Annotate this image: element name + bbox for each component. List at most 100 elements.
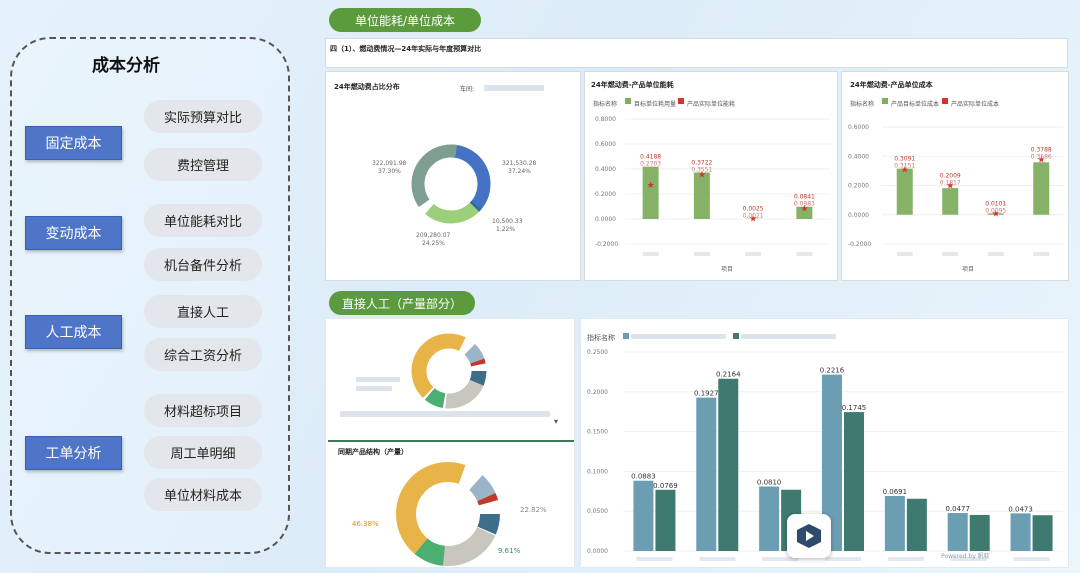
x-tick-blur — [699, 557, 736, 561]
item-weekly-orders[interactable]: 周工单明细 — [144, 436, 262, 469]
labor-bar-label: 0.0769 — [653, 482, 678, 490]
x-tick-blur — [825, 557, 861, 561]
bar-value-label: 0.2009 — [940, 172, 961, 179]
donut-label-3-value: 209,280.07 — [416, 232, 451, 239]
category-variable-cost[interactable]: 变动成本 — [25, 216, 122, 250]
bar-value-label: 0.4188 — [640, 154, 661, 161]
labor-bar-label: 0.0477 — [945, 505, 970, 513]
x-tick-blur — [987, 252, 1004, 256]
labor-bar-label: 0.2164 — [716, 371, 741, 379]
labor-bar-a — [696, 397, 717, 551]
cost-card: 24年燃动费-产品单位成本 指标名称 产品目标单位成本 产品实际单位成本 0.6… — [841, 71, 1069, 281]
pct-label-1: 46.38% — [352, 520, 379, 528]
item-direct-labor[interactable]: 直接人工 — [144, 295, 262, 328]
y-tick-label: 0.0000 — [587, 548, 608, 555]
item-wage-analysis[interactable]: 综合工资分析 — [144, 338, 262, 371]
bar-value-label: 0.0021 — [743, 213, 764, 220]
item-budget-compare[interactable]: 实际预算对比 — [144, 100, 262, 133]
actual-marker: ★ — [901, 166, 909, 176]
y-tick-label: 0.6000 — [595, 141, 616, 148]
labor-bar-label: 0.0883 — [631, 473, 656, 481]
y-tick-label: 0.0500 — [587, 508, 608, 515]
assistant-button[interactable] — [787, 514, 831, 558]
cost-legend-name: 指标名称 — [850, 101, 875, 108]
y-tick-label: 0.6000 — [848, 124, 869, 131]
bar-value-label: 0.3151 — [894, 163, 915, 170]
y-tick-label: 0.2500 — [587, 349, 608, 356]
donut-label-1-pct: 37.24% — [508, 168, 531, 175]
target-bar — [642, 166, 659, 219]
x-tick-blur — [1013, 557, 1050, 561]
y-tick-label: 0.2000 — [595, 191, 616, 198]
item-expense-control[interactable]: 费控管理 — [144, 148, 262, 181]
labor-bar-label: 0.0691 — [883, 488, 908, 496]
x-tick-blur — [796, 252, 813, 256]
donut-label-3-pct: 24.25% — [422, 240, 445, 247]
labor-bar-a — [822, 374, 842, 551]
x-tick-blur — [642, 252, 659, 256]
item-spare-parts[interactable]: 机台备件分析 — [144, 248, 262, 281]
cost-legend-0: 产品目标单位成本 — [891, 101, 940, 108]
actual-marker: ★ — [749, 215, 757, 225]
x-tick-blur — [942, 252, 959, 256]
bar-value-label: 0.3788 — [1031, 146, 1052, 153]
section-energy[interactable]: 单位能耗/单位成本 — [329, 8, 481, 32]
category-fixed-cost[interactable]: 固定成本 — [25, 126, 122, 160]
category-labor-cost[interactable]: 人工成本 — [25, 315, 122, 349]
category-work-order[interactable]: 工单分析 — [25, 436, 122, 470]
donut2-gray — [396, 462, 500, 566]
y-tick-label: 0.1500 — [587, 429, 608, 436]
blurred-legend-1 — [340, 411, 550, 417]
y-tick-label: 0.4000 — [595, 166, 616, 173]
labor-bar-label: 0.2216 — [820, 367, 845, 375]
labor-legend-b-blur — [741, 334, 836, 339]
consumption-legend-name: 指标名称 — [593, 101, 618, 108]
section-labor[interactable]: 直接人工（产量部分） — [329, 291, 475, 315]
target-bar — [796, 206, 813, 219]
donut2-yellow — [396, 462, 500, 566]
bar-value-label: 0.0983 — [794, 201, 815, 208]
labor-swatch-a — [623, 333, 629, 339]
donut-label-2-pct: 1.22% — [496, 226, 515, 233]
labor-legend-name: 指标名称 — [587, 334, 615, 342]
labor-chart: 0.2500 0.2000 0.1500 0.1000 0.0500 0.0000 0.08… — [587, 349, 1063, 561]
donut-label-0-value: 322,091.98 — [372, 160, 407, 167]
cost-chart: 0.60000.40000.20000.0000-0.2000★0.30910.… — [848, 124, 1064, 256]
x-tick-blur — [693, 252, 710, 256]
donut2-teal — [396, 462, 500, 566]
dropdown-arrow-icon[interactable]: ▾ — [554, 417, 559, 426]
y-tick-label: 0.4000 — [848, 153, 869, 160]
filter-select[interactable] — [484, 85, 544, 91]
item-material-overuse[interactable]: 材料超标项目 — [144, 394, 262, 427]
cost-x-label: 项目 — [962, 266, 975, 273]
labor-bar-label: 0.0473 — [1008, 505, 1033, 513]
labor-legend-a-blur — [631, 334, 726, 339]
y-tick-label: 0.2000 — [587, 389, 608, 396]
bar-value-label: 0.0095 — [985, 207, 1006, 214]
energy-donut: 322,091.98 37.30% 321,530.28 37.24% 10,5… — [372, 144, 537, 247]
sidebar-title: 成本分析 — [92, 56, 160, 76]
actual-marker: ★ — [647, 181, 655, 191]
blurred-label-a — [356, 377, 400, 382]
labor-bar-a — [884, 495, 905, 551]
bar-value-label: 0.0101 — [985, 200, 1006, 207]
labor-donuts: 22.82% 46.38% 9.61% — [328, 333, 574, 566]
actual-marker: ★ — [1037, 155, 1045, 165]
y-tick-label: 0.2000 — [848, 183, 869, 190]
x-tick-blur — [636, 557, 673, 561]
donut1-yellow — [411, 333, 487, 409]
labor-bar-b — [969, 514, 990, 551]
bar-value-label: 0.0841 — [794, 194, 815, 201]
item-unit-material[interactable]: 单位材料成本 — [144, 478, 262, 511]
labor-swatch-b — [733, 333, 739, 339]
bar-value-label: 0.3722 — [691, 159, 712, 166]
bar-value-label: 0.3551 — [691, 166, 712, 173]
cost-title: 24年燃动费-产品单位成本 — [850, 81, 933, 89]
bar-value-label: 0.3586 — [1031, 153, 1052, 160]
pct-label-0: 22.82% — [520, 506, 547, 514]
consumption-title: 24年燃动费-产品单位能耗 — [591, 81, 674, 89]
target-bar — [896, 168, 913, 215]
consumption-chart: 0.80000.60000.40000.20000.0000-0.2000★0.… — [595, 116, 830, 256]
energy-header: 四（1）、燃动费情况—24年实际与年度预算对比 — [330, 45, 482, 53]
item-energy-compare[interactable]: 单位能耗对比 — [144, 204, 262, 237]
